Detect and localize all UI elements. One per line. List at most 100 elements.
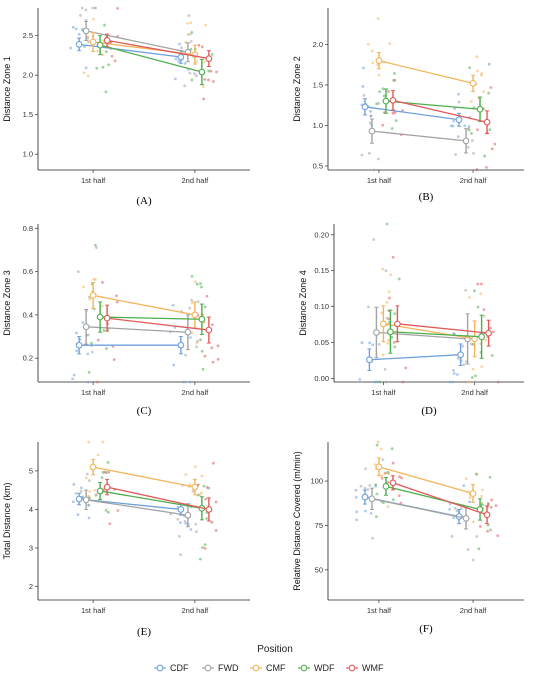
panel-a: 1.0 1.5 2.0 2.5 1st half 2nd half Distance Zon…: [2, 6, 250, 207]
raw-point: [476, 128, 479, 132]
y-tick-label: 0.15: [314, 266, 329, 275]
raw-point: [462, 484, 466, 488]
raw-point: [115, 294, 118, 298]
y-tick-label: 1.5: [23, 110, 33, 119]
raw-point: [476, 282, 480, 286]
mean-point: [82, 27, 90, 35]
raw-point: [479, 292, 483, 296]
raw-point: [355, 510, 359, 514]
mean-point: [198, 68, 206, 76]
raw-point: [107, 470, 111, 474]
raw-point: [466, 145, 470, 149]
raw-point: [190, 30, 194, 34]
x-tick-label: 1st half: [81, 606, 106, 615]
raw-point: [191, 489, 195, 493]
raw-point: [482, 90, 486, 94]
raw-point: [475, 55, 479, 59]
raw-point: [461, 344, 465, 348]
raw-point: [368, 341, 372, 345]
series-line: [371, 130, 467, 142]
mean-point: [96, 313, 104, 321]
series-line: [92, 466, 196, 488]
raw-point: [101, 65, 105, 69]
raw-point: [480, 282, 483, 286]
y-tick-label: 0.8: [23, 224, 33, 233]
y-tick-label: 100: [310, 477, 323, 486]
raw-point: [187, 33, 190, 36]
raw-point: [490, 147, 494, 151]
raw-point: [488, 128, 492, 132]
raw-point: [457, 100, 461, 104]
raw-point: [468, 496, 472, 499]
raw-point: [200, 491, 203, 495]
raw-point: [385, 300, 389, 304]
raw-point: [190, 274, 194, 278]
series-fwd: [82, 308, 192, 351]
raw-point: [455, 509, 459, 513]
raw-point: [373, 463, 377, 467]
raw-point: [189, 39, 193, 43]
raw-point: [176, 517, 180, 521]
series-wmf: [103, 478, 213, 522]
raw-point: [210, 52, 214, 56]
raw-point: [381, 353, 385, 357]
panel-label: (A): [136, 195, 152, 207]
panel-label: (D): [421, 405, 437, 417]
mean-point: [191, 483, 199, 491]
y-tick-label: 0.20: [314, 230, 329, 239]
raw-point: [386, 481, 390, 484]
raw-point: [84, 66, 88, 70]
raw-point: [95, 66, 99, 70]
raw-point: [203, 354, 207, 358]
mean-point: [394, 320, 401, 328]
raw-point: [475, 472, 479, 476]
raw-point: [381, 267, 384, 271]
mean-point: [478, 333, 485, 341]
raw-point: [377, 73, 381, 77]
series-wdf: [382, 477, 484, 521]
raw-point: [190, 331, 194, 335]
series-wmf: [394, 305, 492, 347]
series-cmf: [89, 458, 199, 496]
x-tick-label: 2nd half: [460, 176, 488, 185]
raw-point: [354, 496, 358, 499]
raw-point: [394, 119, 398, 123]
raw-point: [193, 72, 196, 75]
mean-point: [82, 323, 90, 331]
raw-point: [448, 507, 452, 511]
legend-label: CDF: [170, 663, 189, 673]
raw-point: [174, 57, 178, 61]
mean-point: [382, 483, 390, 490]
raw-observations: [358, 222, 500, 384]
mean-point: [361, 103, 369, 111]
y-axis-title: Distance Zone 4: [298, 270, 308, 336]
raw-point: [76, 513, 80, 517]
raw-point: [202, 97, 206, 101]
raw-point: [203, 60, 206, 64]
raw-point: [480, 494, 484, 498]
y-tick-label: 2: [29, 582, 33, 591]
raw-point: [82, 45, 86, 49]
raw-point: [489, 528, 492, 532]
y-tick-label: 50: [315, 565, 323, 574]
raw-point: [400, 476, 404, 480]
raw-point: [116, 6, 120, 10]
raw-point: [91, 6, 95, 10]
raw-point: [103, 470, 107, 474]
raw-point: [81, 321, 85, 324]
y-tick-label: 0.5: [313, 161, 323, 170]
raw-point: [82, 285, 85, 289]
raw-point: [376, 17, 380, 21]
y-tick-label: 1.0: [313, 121, 323, 130]
series-wmf: [389, 90, 491, 135]
raw-point: [171, 303, 175, 307]
raw-point: [397, 494, 401, 498]
series-cmf: [375, 457, 477, 503]
raw-point: [85, 472, 89, 476]
raw-point: [187, 14, 191, 17]
raw-point: [376, 440, 380, 444]
mean-point: [103, 314, 111, 322]
raw-point: [79, 14, 82, 17]
raw-point: [85, 476, 88, 480]
